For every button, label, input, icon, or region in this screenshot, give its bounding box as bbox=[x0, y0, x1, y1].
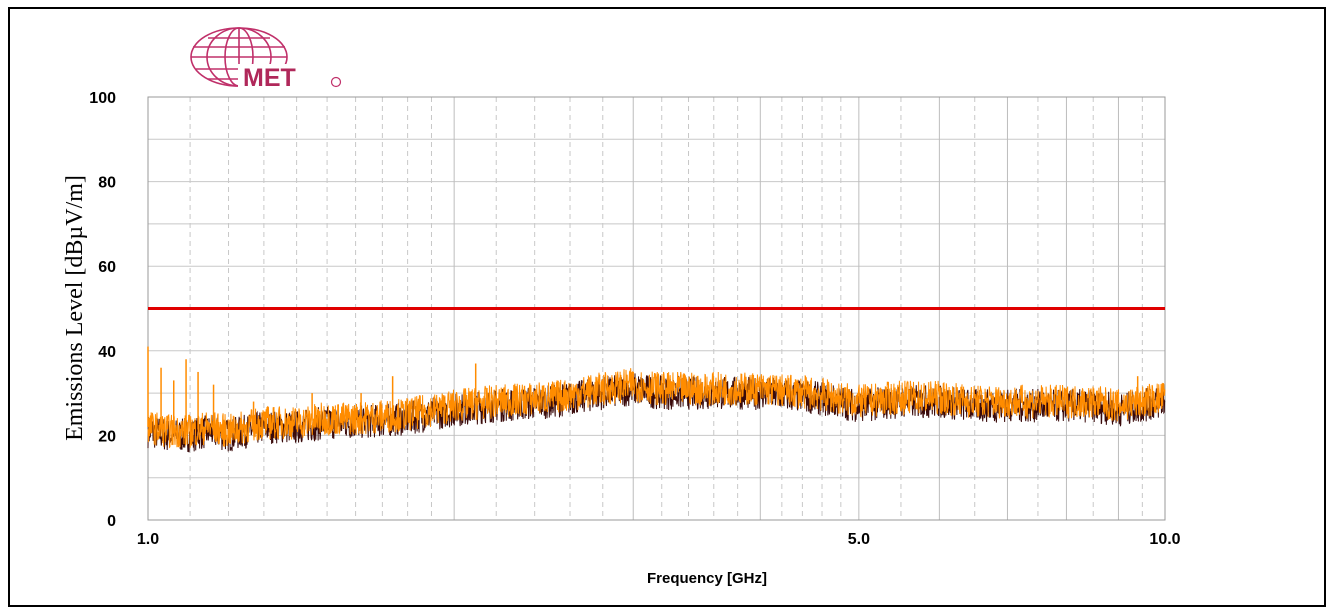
x-tick-label: 1.0 bbox=[137, 531, 159, 548]
y-tick-label: 20 bbox=[98, 428, 116, 445]
y-tick-label: 60 bbox=[98, 259, 116, 276]
y-tick-label: 100 bbox=[89, 90, 116, 107]
x-tick-label: 10.0 bbox=[1149, 531, 1180, 548]
peak-trace-layer bbox=[147, 346, 1166, 449]
x-axis-title: Frequency [GHz] bbox=[647, 570, 767, 587]
y-tick-labels: 0 20 40 60 80 100 bbox=[89, 90, 116, 530]
peak-trace bbox=[147, 368, 1166, 449]
logo-text: MET bbox=[243, 64, 296, 92]
y-tick-label: 0 bbox=[107, 513, 116, 530]
registered-mark-icon bbox=[330, 76, 342, 88]
x-tick-label: 5.0 bbox=[848, 531, 870, 548]
y-axis-title: Emissions Level [dBµV/m] bbox=[62, 175, 88, 441]
y-tick-label: 80 bbox=[98, 175, 116, 192]
y-tick-label: 40 bbox=[98, 344, 116, 361]
x-tick-labels: 1.0 5.0 10.0 bbox=[137, 531, 1181, 548]
met-logo: MET bbox=[190, 27, 342, 92]
